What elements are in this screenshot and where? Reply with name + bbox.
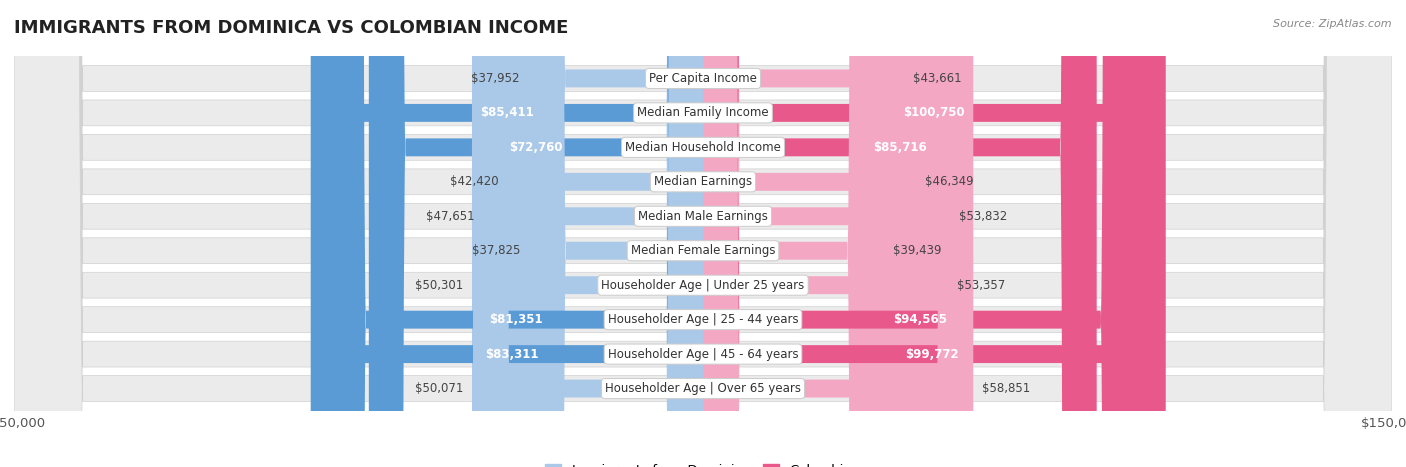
- Text: $46,349: $46,349: [925, 175, 974, 188]
- FancyBboxPatch shape: [14, 0, 1392, 467]
- Text: $43,661: $43,661: [912, 72, 962, 85]
- Text: IMMIGRANTS FROM DOMINICA VS COLOMBIAN INCOME: IMMIGRANTS FROM DOMINICA VS COLOMBIAN IN…: [14, 19, 568, 37]
- FancyBboxPatch shape: [703, 0, 915, 467]
- Text: $53,832: $53,832: [959, 210, 1008, 223]
- Text: $85,411: $85,411: [479, 106, 534, 120]
- FancyBboxPatch shape: [703, 0, 1161, 467]
- Text: Householder Age | Over 65 years: Householder Age | Over 65 years: [605, 382, 801, 395]
- FancyBboxPatch shape: [14, 0, 1392, 467]
- FancyBboxPatch shape: [472, 0, 703, 467]
- Text: $39,439: $39,439: [893, 244, 942, 257]
- Text: $100,750: $100,750: [904, 106, 965, 120]
- FancyBboxPatch shape: [529, 0, 703, 467]
- FancyBboxPatch shape: [703, 0, 950, 467]
- Text: $42,420: $42,420: [450, 175, 499, 188]
- Text: $99,772: $99,772: [905, 347, 959, 361]
- FancyBboxPatch shape: [472, 0, 703, 467]
- Text: $47,651: $47,651: [426, 210, 475, 223]
- Text: Per Capita Income: Per Capita Income: [650, 72, 756, 85]
- Text: Householder Age | 45 - 64 years: Householder Age | 45 - 64 years: [607, 347, 799, 361]
- FancyBboxPatch shape: [703, 0, 904, 467]
- FancyBboxPatch shape: [508, 0, 703, 467]
- FancyBboxPatch shape: [311, 0, 703, 467]
- Text: $85,716: $85,716: [873, 141, 927, 154]
- FancyBboxPatch shape: [703, 0, 1097, 467]
- FancyBboxPatch shape: [529, 0, 703, 467]
- Text: $83,311: $83,311: [485, 347, 538, 361]
- FancyBboxPatch shape: [14, 0, 1392, 467]
- FancyBboxPatch shape: [321, 0, 703, 467]
- FancyBboxPatch shape: [703, 0, 973, 467]
- Text: Source: ZipAtlas.com: Source: ZipAtlas.com: [1274, 19, 1392, 28]
- FancyBboxPatch shape: [14, 0, 1392, 467]
- Text: $94,565: $94,565: [893, 313, 948, 326]
- Text: $81,351: $81,351: [489, 313, 543, 326]
- FancyBboxPatch shape: [703, 0, 1166, 467]
- FancyBboxPatch shape: [703, 0, 1137, 467]
- Text: $53,357: $53,357: [957, 279, 1005, 292]
- FancyBboxPatch shape: [484, 0, 703, 467]
- FancyBboxPatch shape: [14, 0, 1392, 467]
- Text: Median Male Earnings: Median Male Earnings: [638, 210, 768, 223]
- FancyBboxPatch shape: [703, 0, 884, 467]
- Text: $37,825: $37,825: [471, 244, 520, 257]
- Text: $58,851: $58,851: [983, 382, 1031, 395]
- FancyBboxPatch shape: [14, 0, 1392, 467]
- Text: Householder Age | Under 25 years: Householder Age | Under 25 years: [602, 279, 804, 292]
- FancyBboxPatch shape: [14, 0, 1392, 467]
- FancyBboxPatch shape: [703, 0, 948, 467]
- FancyBboxPatch shape: [14, 0, 1392, 467]
- Text: Median Female Earnings: Median Female Earnings: [631, 244, 775, 257]
- Legend: Immigrants from Dominica, Colombian: Immigrants from Dominica, Colombian: [540, 459, 866, 467]
- Text: $50,071: $50,071: [415, 382, 464, 395]
- Text: $37,952: $37,952: [471, 72, 519, 85]
- Text: $72,760: $72,760: [509, 141, 562, 154]
- FancyBboxPatch shape: [14, 0, 1392, 467]
- Text: Median Earnings: Median Earnings: [654, 175, 752, 188]
- Text: Householder Age | 25 - 44 years: Householder Age | 25 - 44 years: [607, 313, 799, 326]
- Text: Median Household Income: Median Household Income: [626, 141, 780, 154]
- FancyBboxPatch shape: [329, 0, 703, 467]
- Text: $50,301: $50,301: [415, 279, 463, 292]
- FancyBboxPatch shape: [368, 0, 703, 467]
- Text: Median Family Income: Median Family Income: [637, 106, 769, 120]
- FancyBboxPatch shape: [14, 0, 1392, 467]
